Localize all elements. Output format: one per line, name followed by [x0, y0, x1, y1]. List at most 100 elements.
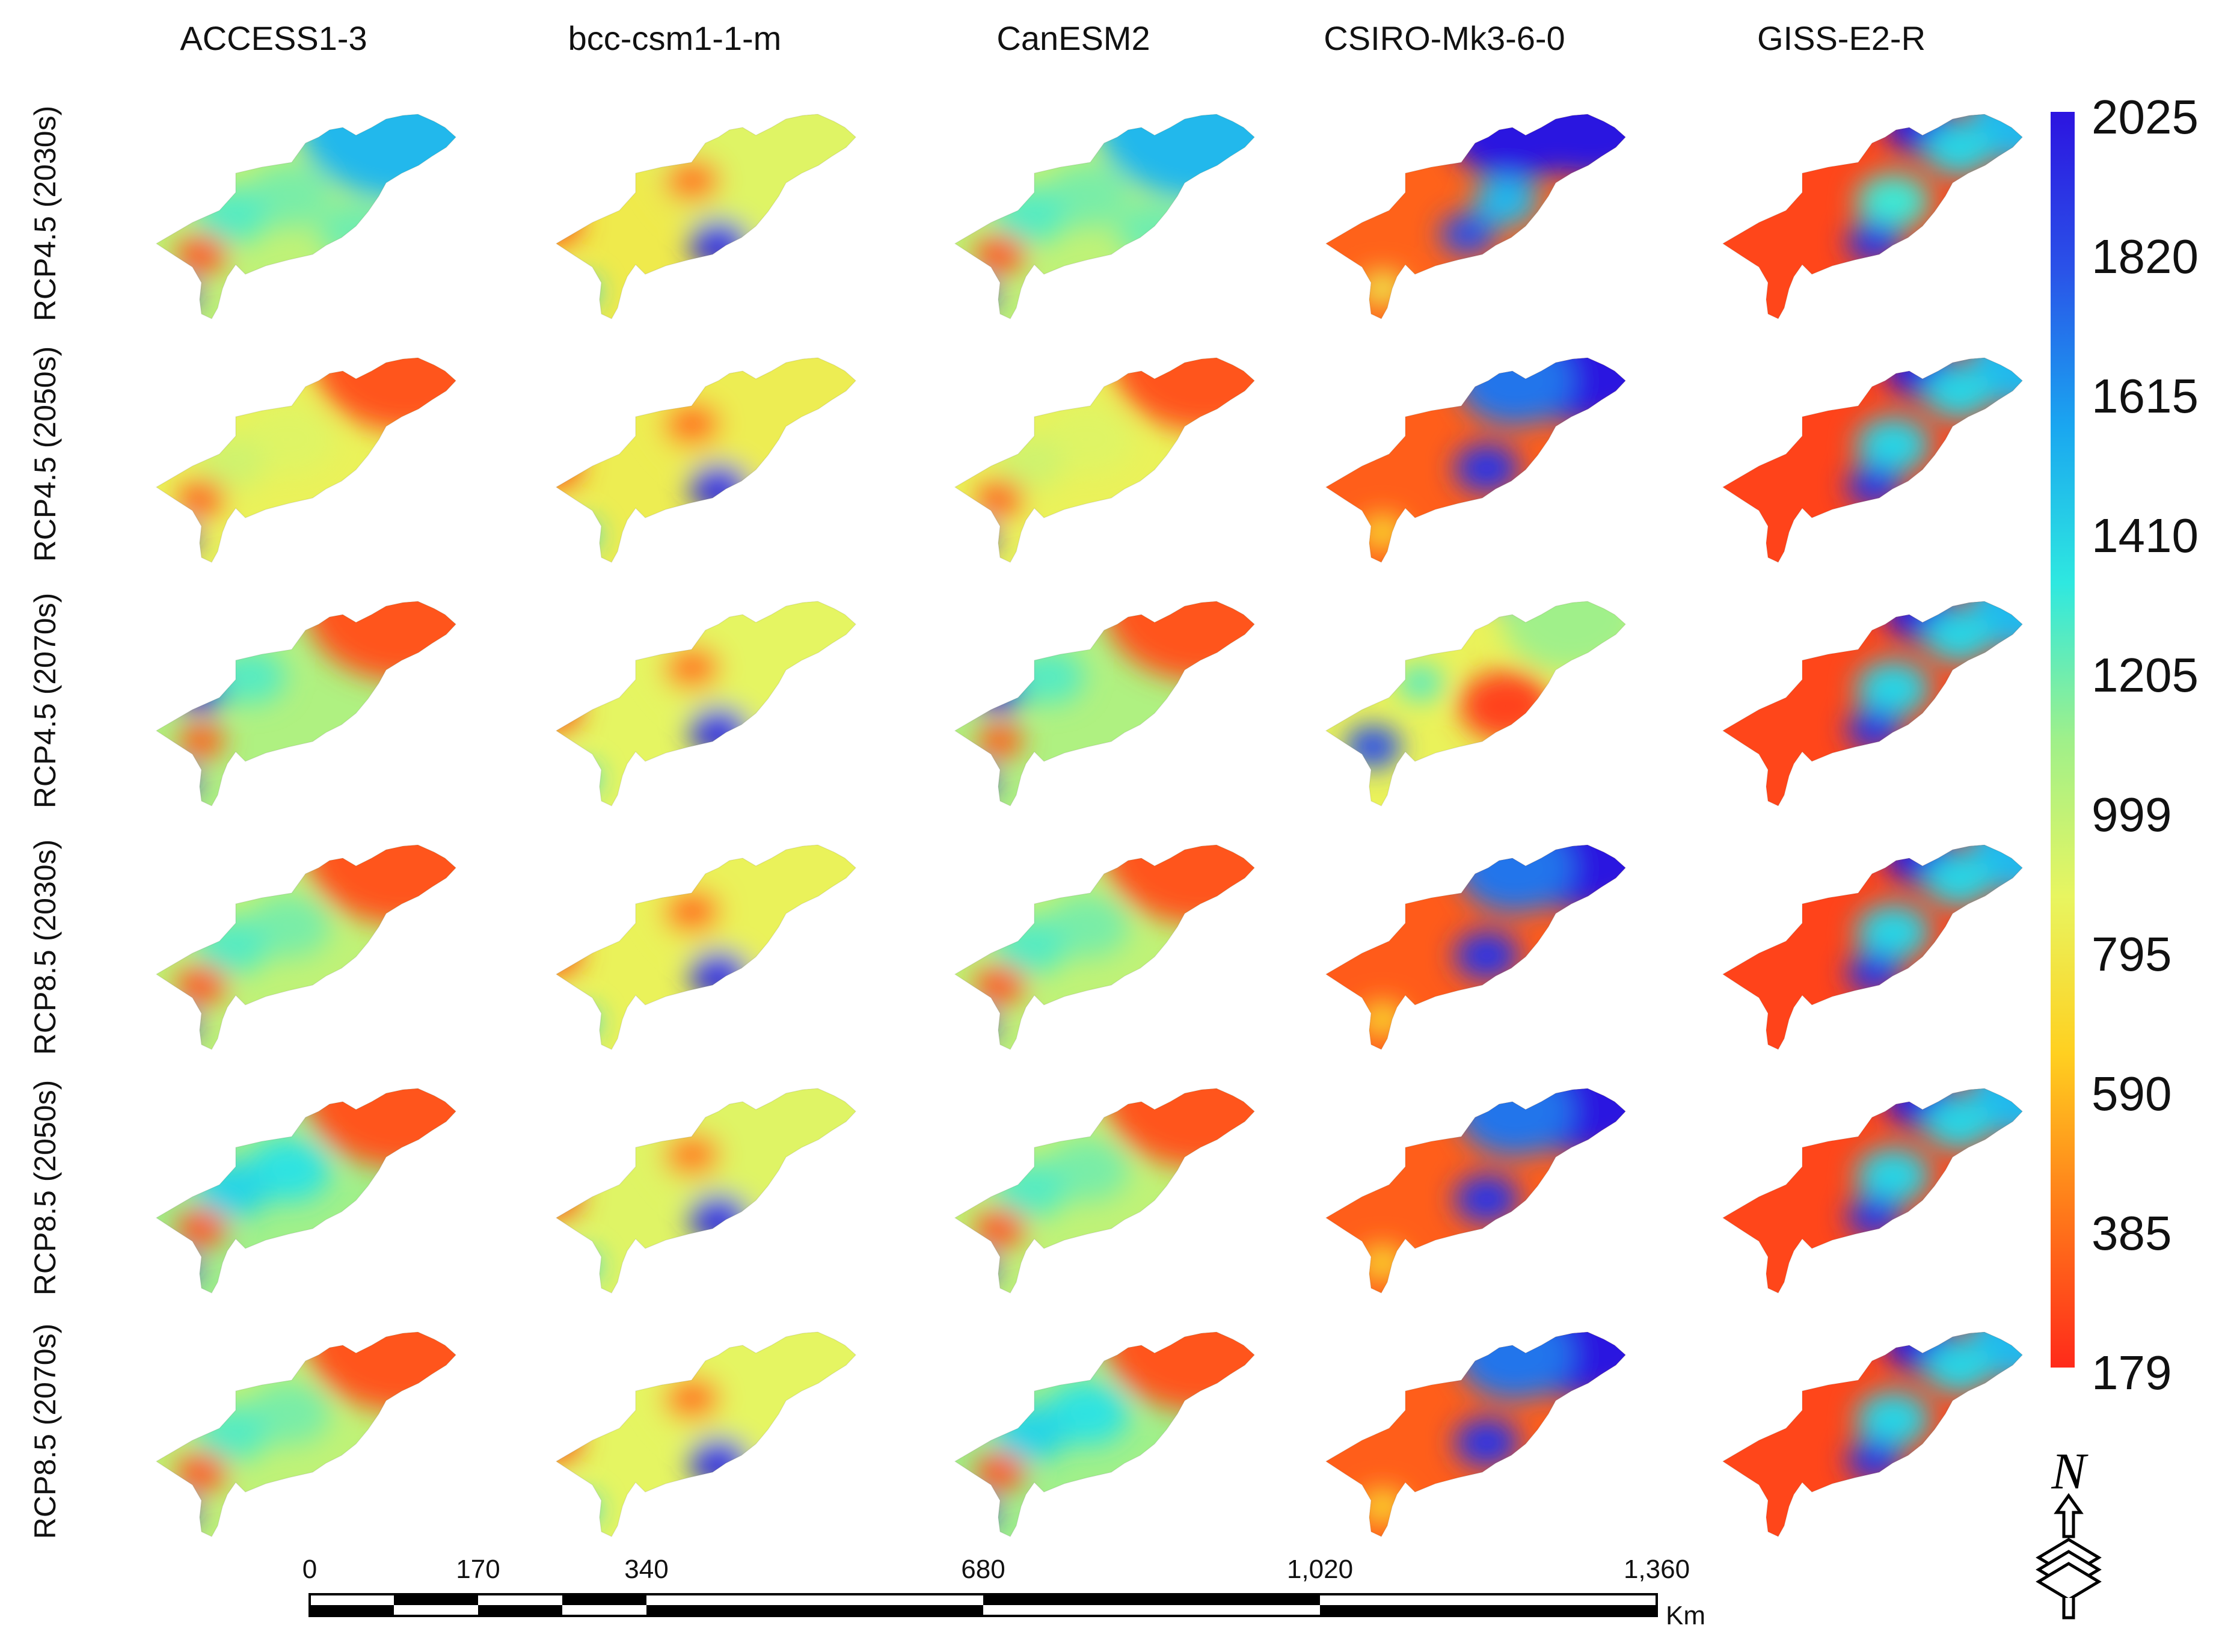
map-value-zone [974, 965, 1026, 1004]
row-label-scenario-5: RCP8.5 (2050s) [28, 1079, 62, 1296]
map-value-zone [1856, 903, 1930, 961]
basin-outline [954, 357, 1256, 563]
map-value-zone [160, 524, 198, 553]
map-panel-bcc-csm1-1-m-5 [555, 1088, 857, 1294]
scale-bar-segment [478, 1605, 562, 1616]
map-value-zone [1968, 601, 2022, 652]
map-value-zone [974, 1208, 1026, 1248]
map-value-zone [959, 280, 996, 309]
map-value-zone [1490, 601, 1559, 616]
map-value-zone [1454, 443, 1520, 493]
map-value-zone [173, 667, 230, 710]
map-value-zone [178, 723, 225, 759]
map-panel-csiro-mk3-6-0-2 [1325, 357, 1627, 563]
basin-outline [1325, 357, 1627, 563]
map-base-fill [1723, 845, 2022, 1049]
map-value-zone [557, 1494, 600, 1526]
map-panel-csiro-mk3-6-0-3 [1325, 601, 1627, 806]
scale-label: 170 [456, 1555, 500, 1584]
map-base-fill [1326, 845, 1625, 1049]
scale-label: 680 [961, 1555, 1005, 1584]
scale-label: 0 [302, 1555, 318, 1584]
map-value-zone [556, 686, 583, 733]
map-value-zone [556, 443, 583, 490]
basin-outline [954, 601, 1256, 806]
map-base-fill [1723, 601, 2022, 806]
map-panel-giss-e2-r-6 [1722, 1331, 2024, 1537]
basin-outline [1722, 357, 2024, 563]
map-panel-canesm2-4 [954, 844, 1256, 1050]
map-value-zone [1359, 1488, 1406, 1525]
map-panel-access1-3-5 [155, 1088, 457, 1294]
basin-outline [954, 844, 1256, 1050]
map-panel-giss-e2-r-5 [1722, 1088, 2024, 1294]
map-panel-giss-e2-r-3 [1722, 601, 2024, 806]
map-base-fill [1723, 1089, 2022, 1293]
map-value-zone [1359, 514, 1406, 550]
legend-tick-label: 1205 [2092, 648, 2199, 702]
map-panel-giss-e2-r-4 [1722, 844, 2024, 1050]
legend-tick-label: 1820 [2092, 230, 2199, 283]
map-value-zone [1116, 202, 1191, 259]
basin-outline [1325, 114, 1627, 319]
map-value-zone [959, 1498, 996, 1527]
map-value-zone [689, 707, 749, 754]
map-panel-bcc-csm1-1-m-4 [555, 844, 857, 1050]
map-value-zone [959, 524, 996, 553]
map-value-zone [959, 1254, 996, 1283]
map-panel-canesm2-6 [954, 1331, 1256, 1537]
map-base-fill [1326, 1332, 1625, 1537]
map-value-zone [160, 1254, 198, 1283]
basin-outline [1325, 1331, 1627, 1537]
map-value-zone [1397, 665, 1444, 701]
map-value-zone [1846, 951, 1902, 995]
legend-tick-label: 590 [2092, 1067, 2172, 1120]
map-base-fill [1723, 114, 2022, 319]
map-value-zone [176, 234, 227, 274]
map-value-zone [1856, 1390, 1930, 1448]
map-base-fill [1326, 601, 1625, 806]
map-value-zone [178, 479, 225, 515]
basin-outline [155, 357, 457, 563]
map-value-zone [664, 1133, 720, 1176]
col-label-model-5: GISS-E2-R [1757, 19, 1926, 57]
map-value-zone [1968, 114, 2022, 165]
map-panel-bcc-csm1-1-m-1 [555, 114, 857, 319]
map-panel-access1-3-1 [155, 114, 457, 319]
map-value-zone [556, 930, 583, 977]
map-value-zone [1459, 671, 1552, 742]
north-arrow-icon: N [2036, 1442, 2102, 1620]
map-value-zone [689, 1438, 749, 1484]
basin-outline [555, 114, 857, 319]
basin-outline [1722, 1088, 2024, 1294]
map-value-zone [176, 1208, 227, 1248]
map-value-zone [689, 464, 749, 510]
map-value-zone [160, 767, 198, 796]
map-value-zone [664, 1377, 720, 1420]
map-value-zone [556, 1417, 583, 1464]
map-value-zone [557, 1250, 600, 1283]
scale-bar-segment [646, 1605, 983, 1616]
map-panel-csiro-mk3-6-0-6 [1325, 1331, 1627, 1537]
north-arrow-pointer [2054, 1493, 2084, 1538]
map-value-zone [1359, 1245, 1406, 1281]
map-value-zone [977, 723, 1024, 759]
map-value-zone [959, 1011, 996, 1040]
map-value-zone [1968, 358, 2022, 408]
map-panel-bcc-csm1-1-m-2 [555, 357, 857, 563]
map-value-zone [1924, 1096, 1994, 1150]
map-panel-csiro-mk3-6-0-5 [1325, 1088, 1627, 1294]
legend-tick-label: 1615 [2092, 369, 2199, 423]
map-value-zone [557, 1007, 600, 1039]
map-base-fill [955, 601, 1254, 806]
map-base-fill [1326, 114, 1625, 319]
map-value-zone [1454, 1174, 1520, 1224]
map-value-zone [216, 650, 286, 704]
map-value-zone [689, 220, 749, 266]
scale-label: 1,020 [1286, 1555, 1354, 1584]
map-value-zone [1924, 366, 1994, 420]
basin-outline [954, 1331, 1256, 1537]
basin-outline [1325, 601, 1627, 806]
map-value-zone [1856, 416, 1930, 474]
legend-tick-label: 385 [2092, 1206, 2172, 1260]
